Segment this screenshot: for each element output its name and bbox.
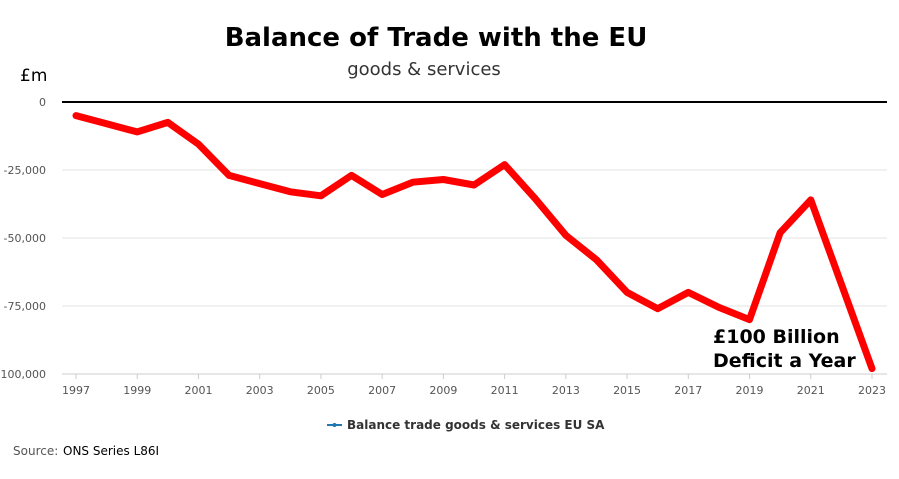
source-label: Source:	[13, 444, 58, 458]
y-tick-label: -75,000	[4, 300, 46, 313]
y-axis-ticks: 0 -25,000 -50,000 -75,000 -100,000	[0, 96, 46, 381]
y-tick-label: -50,000	[4, 232, 46, 245]
x-tick-label: 2023	[858, 384, 886, 397]
x-tick-label: 2015	[613, 384, 641, 397]
legend-marker	[332, 423, 337, 427]
data-point	[776, 229, 784, 236]
data-point	[256, 180, 263, 187]
y-tick-label: 0	[39, 96, 46, 109]
data-point	[134, 128, 141, 136]
data-point	[409, 179, 416, 186]
chart-subtitle: goods & services	[347, 59, 501, 80]
data-point	[440, 176, 447, 183]
y-tick-label: -25,000	[4, 164, 46, 177]
x-axis-ticks: 1997 1999 2001 2003 2005 2007 2009 2011 2013 2015…	[62, 374, 886, 397]
data-point	[746, 316, 753, 323]
annotation-line-1: £100 Billion	[713, 326, 840, 348]
legend[interactable]: Balance trade goods & services EU SA	[327, 418, 605, 432]
data-point	[868, 365, 876, 372]
data-point	[623, 289, 631, 296]
data-point	[562, 232, 570, 239]
annotation-line-2: Deficit a Year	[713, 350, 856, 372]
data-point	[164, 119, 172, 126]
data-point	[685, 289, 692, 296]
data-point	[317, 192, 325, 200]
legend-label: Balance trade goods & services EU SA	[347, 418, 605, 432]
data-point	[807, 196, 814, 204]
x-tick-label: 2007	[368, 384, 396, 397]
source-text: ONS Series L86I	[63, 444, 159, 458]
data-point	[593, 256, 600, 263]
data-point	[715, 304, 723, 311]
x-tick-label: 2019	[736, 384, 764, 397]
y-tick-label: -100,000	[0, 368, 46, 381]
data-point	[501, 161, 508, 168]
data-point	[838, 281, 845, 288]
data-point	[654, 305, 661, 312]
y-unit-label: £m	[20, 66, 47, 86]
x-tick-label: 2001	[184, 384, 212, 397]
data-point	[470, 181, 478, 189]
series-layer	[72, 112, 876, 373]
x-tick-label: 2013	[552, 384, 580, 397]
x-tick-label: 2017	[674, 384, 702, 397]
data-point	[378, 191, 386, 198]
data-point	[103, 120, 110, 127]
x-tick-label: 2003	[246, 384, 274, 397]
data-point	[287, 188, 294, 195]
x-tick-label: 2005	[307, 384, 335, 397]
x-tick-label: 2009	[429, 384, 457, 397]
x-tick-label: 2011	[491, 384, 519, 397]
x-tick-label: 1997	[62, 384, 90, 397]
x-tick-label: 2021	[797, 384, 825, 397]
data-point	[72, 112, 80, 119]
data-point	[195, 140, 202, 148]
data-point	[225, 172, 233, 179]
x-tick-label: 1999	[123, 384, 151, 397]
data-point	[348, 172, 355, 179]
data-point	[532, 195, 539, 202]
grid	[62, 101, 887, 375]
chart-title: Balance of Trade with the EU	[225, 23, 648, 53]
